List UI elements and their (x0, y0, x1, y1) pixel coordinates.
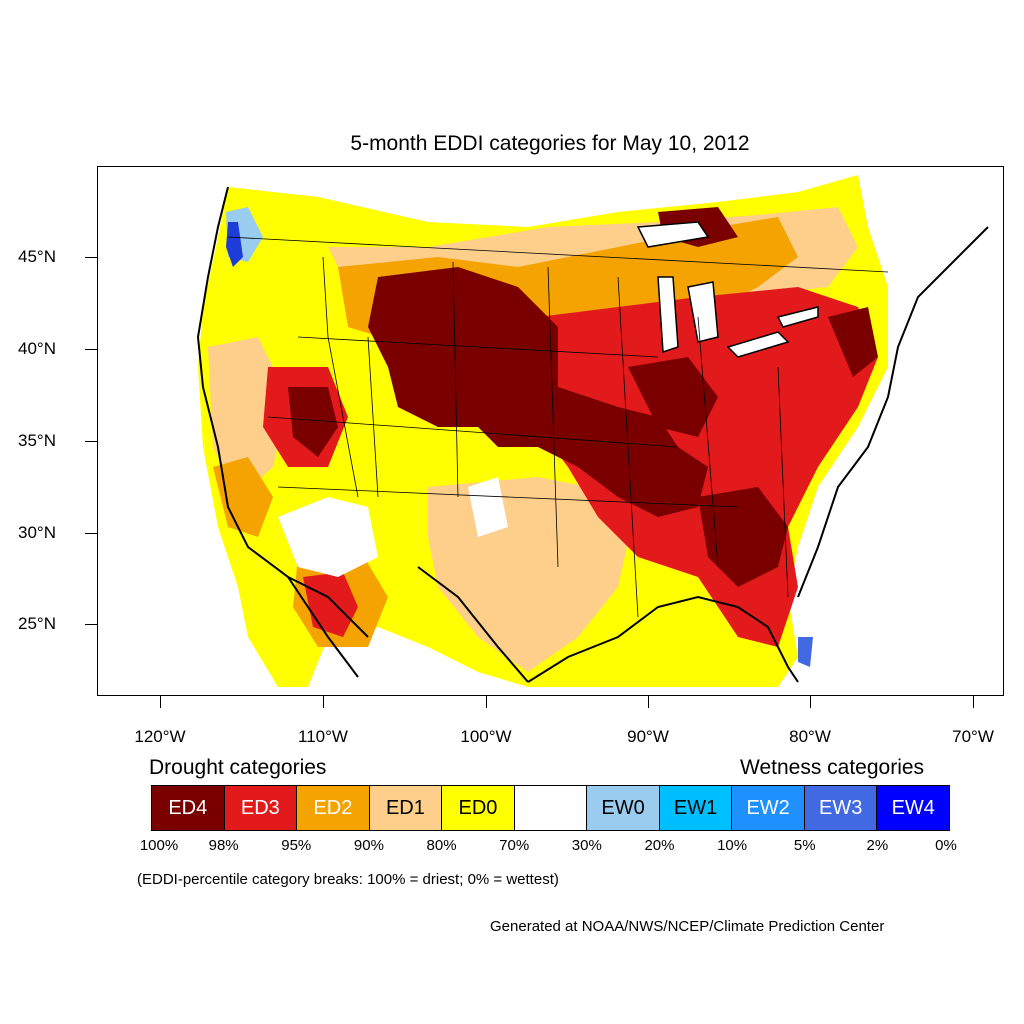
lat-tick (85, 257, 97, 258)
region-ed4-west (288, 387, 338, 457)
lon-tick (486, 696, 487, 708)
break-label: 80% (426, 837, 457, 854)
wetness-heading: Wetness categories (740, 756, 925, 779)
legend-cell-normal (514, 786, 588, 830)
region-ed4-midwest (628, 357, 718, 437)
credit-line: Generated at NOAA/NWS/NCEP/Climate Predi… (490, 918, 885, 935)
region-ed2-ca (213, 457, 273, 537)
break-label: 20% (644, 837, 675, 854)
lon-label-90w: 90°W (627, 727, 669, 746)
lat-label-40: 40°N (18, 339, 56, 358)
region-ed4-southeast (698, 487, 788, 587)
legend-cell-ew2: EW2 (732, 786, 805, 830)
break-label: 95% (281, 837, 312, 854)
lat-label-25: 25°N (18, 614, 56, 633)
drought-heading: Drought categories (149, 756, 327, 779)
break-label: 100% (139, 837, 179, 854)
great-lakes (636, 221, 819, 358)
legend-colorbar: ED4 ED3 ED2 ED1 ED0 EW0 EW1 EW2 EW3 EW4 (151, 785, 950, 831)
break-label: 98% (208, 837, 239, 854)
legend-cell-ed1: ED1 (369, 786, 443, 830)
region-normal-tx (468, 477, 508, 537)
lat-label-45: 45°N (18, 247, 56, 266)
eddi-map (196, 175, 989, 687)
legend-cell-ed3: ED3 (224, 786, 298, 830)
lon-tick (160, 696, 161, 708)
legend-cell-ed0: ED0 (442, 786, 515, 830)
lat-label-30: 30°N (18, 523, 56, 542)
break-label: 0% (935, 837, 957, 854)
lon-label-120w: 120°W (134, 727, 186, 746)
lat-tick (85, 624, 97, 625)
region-ed4-plains (368, 267, 708, 517)
lon-tick (323, 696, 324, 708)
region-ew-florida (798, 637, 813, 667)
legend-cell-ed4: ED4 (152, 786, 225, 830)
legend-cell-ed2: ED2 (297, 786, 370, 830)
lon-label-110w: 110°W (298, 727, 348, 746)
legend-cell-ew1: EW1 (659, 786, 733, 830)
legend-cell-ew3: EW3 (804, 786, 878, 830)
map-title: 5-month EDDI categories for May 10, 2012 (350, 132, 750, 155)
percentile-note: (EDDI-percentile category breaks: 100% =… (137, 871, 559, 888)
lon-label-80w: 80°W (789, 727, 831, 746)
lat-tick (85, 533, 97, 534)
lat-label-35: 35°N (18, 431, 56, 450)
lat-tick (85, 349, 97, 350)
break-label: 70% (499, 837, 530, 854)
break-label: 5% (793, 837, 816, 854)
legend-cell-ew4: EW4 (877, 786, 950, 830)
break-label: 10% (717, 837, 748, 854)
region-ed4-northeast (828, 307, 878, 377)
region-ew4-coast (226, 222, 243, 267)
state-boundaries (227, 236, 889, 618)
lon-tick (973, 696, 974, 708)
lon-label-70w: 70°W (952, 727, 994, 746)
break-label: 30% (571, 837, 602, 854)
lon-tick (648, 696, 649, 708)
break-label: 2% (866, 837, 889, 854)
coastline (196, 186, 989, 683)
break-label: 90% (353, 837, 384, 854)
map-panel (97, 166, 1004, 696)
region-normal-sw (278, 497, 378, 577)
lon-label-100w: 100°W (460, 727, 512, 746)
legend-cell-ew0: EW0 (587, 786, 660, 830)
lat-tick (85, 441, 97, 442)
lon-tick (810, 696, 811, 708)
